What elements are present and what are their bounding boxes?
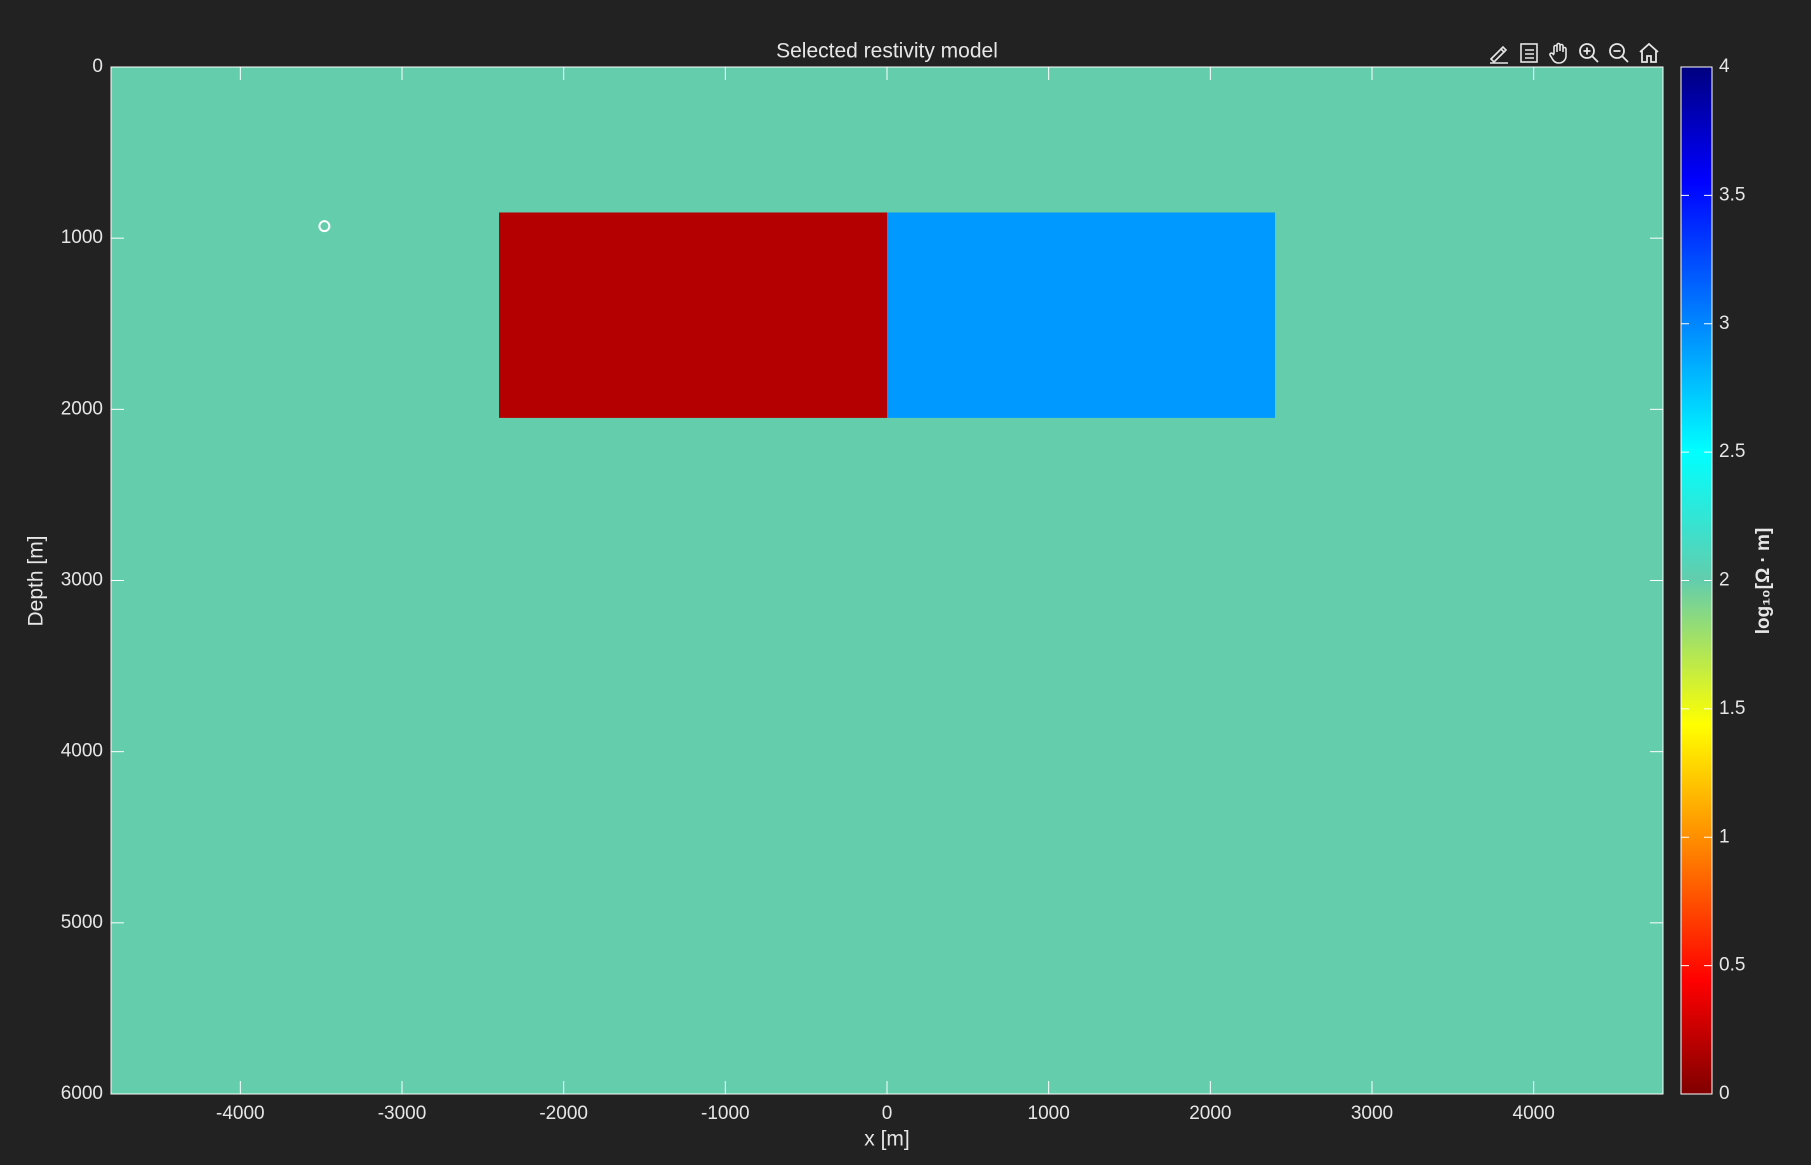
x-tick-label: 2000 bbox=[1189, 1103, 1231, 1124]
y-tick-label: 0 bbox=[92, 56, 103, 77]
colorbar-label: log₁₀[Ω · m] bbox=[1753, 528, 1774, 635]
y-tick-label: 2000 bbox=[61, 398, 103, 419]
x-tick-label: 0 bbox=[882, 1103, 893, 1124]
data-marker-0[interactable] bbox=[318, 220, 331, 233]
x-tick-label: -4000 bbox=[216, 1103, 265, 1124]
y-tick-label: 5000 bbox=[61, 912, 103, 933]
resistivity-block-0 bbox=[499, 212, 887, 418]
x-tick-label: -1000 bbox=[701, 1103, 750, 1124]
colorbar-tick-label: 0.5 bbox=[1719, 955, 1745, 976]
x-tick-label: 1000 bbox=[1028, 1103, 1070, 1124]
x-tick-label: -2000 bbox=[539, 1103, 588, 1124]
brush-edit-icon[interactable] bbox=[1484, 38, 1514, 68]
zoom-in-icon[interactable] bbox=[1574, 38, 1604, 68]
legend-toggle-icon[interactable] bbox=[1514, 38, 1544, 68]
chart-title: Selected restivity model bbox=[776, 40, 998, 63]
y-axis-label: Depth [m] bbox=[25, 535, 48, 626]
y-tick-label: 3000 bbox=[61, 570, 103, 591]
zoom-out-icon[interactable] bbox=[1604, 38, 1634, 68]
colorbar-tick-label: 1.5 bbox=[1719, 698, 1745, 719]
x-tick-label: 3000 bbox=[1351, 1103, 1393, 1124]
y-tick-label: 1000 bbox=[61, 227, 103, 248]
x-tick-label: -3000 bbox=[378, 1103, 427, 1124]
y-tick-label: 6000 bbox=[61, 1083, 103, 1104]
axes-toolbar bbox=[1484, 38, 1664, 68]
y-tick-label: 4000 bbox=[61, 741, 103, 762]
pan-hand-icon[interactable] bbox=[1544, 38, 1574, 68]
colorbar-tick-label: 1 bbox=[1719, 826, 1730, 847]
colorbar-tick-label: 4 bbox=[1719, 56, 1730, 77]
colorbar-tick-label: 2 bbox=[1719, 570, 1730, 591]
resistivity-block-1 bbox=[887, 212, 1275, 418]
colorbar-tick-label: 2.5 bbox=[1719, 441, 1745, 462]
colorbar-tick-label: 3 bbox=[1719, 313, 1730, 334]
x-tick-label: 4000 bbox=[1513, 1103, 1555, 1124]
colorbar-tick-label: 3.5 bbox=[1719, 184, 1745, 205]
home-icon[interactable] bbox=[1634, 38, 1664, 68]
x-axis-label: x [m] bbox=[864, 1128, 910, 1151]
colorbar-tick-label: 0 bbox=[1719, 1083, 1730, 1104]
